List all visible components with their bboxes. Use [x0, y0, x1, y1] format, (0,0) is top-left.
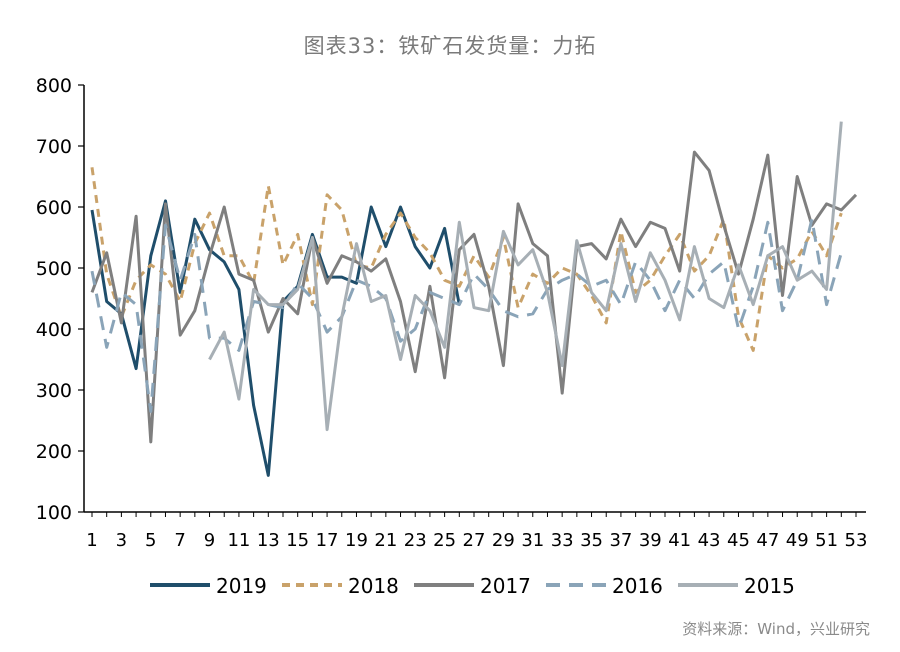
source-note: 资料来源：Wind，兴业研究: [682, 620, 870, 638]
series-line-2016: [90, 217, 843, 413]
x-tick-label: 41: [668, 530, 691, 551]
x-tick-label: 17: [316, 530, 339, 551]
legend-label-2019: 2019: [216, 574, 267, 598]
x-tick-label: 9: [204, 530, 215, 551]
x-tick-label: 33: [551, 530, 574, 551]
y-tick-label: 200: [36, 441, 72, 463]
x-tick-label: 23: [404, 530, 427, 551]
legend-label-2015: 2015: [744, 574, 795, 598]
series-line-2017: [90, 150, 858, 444]
x-tick-label: 19: [345, 530, 368, 551]
x-tick-label: 5: [145, 530, 156, 551]
chart-title: 图表33：铁矿石发货量：力拓: [303, 34, 597, 58]
x-tick-label: 51: [815, 530, 838, 551]
y-tick-label: 500: [36, 258, 72, 280]
x-tick-label: 53: [845, 530, 868, 551]
y-tick-label: 600: [36, 197, 72, 219]
x-tick-label: 35: [580, 530, 603, 551]
y-tick-label: 300: [36, 380, 72, 402]
x-tick-label: 21: [374, 530, 397, 551]
legend-label-2018: 2018: [348, 574, 399, 598]
x-tick-label: 27: [463, 530, 486, 551]
x-tick-label: 45: [727, 530, 750, 551]
x-tick-label: 1: [86, 530, 97, 551]
x-tick-label: 31: [521, 530, 544, 551]
y-tick-label: 800: [36, 75, 72, 97]
series-lines: [90, 121, 858, 477]
x-tick-label: 15: [286, 530, 309, 551]
series-line-2019: [90, 199, 461, 477]
x-tick-label: 47: [756, 530, 779, 551]
series-line-2015: [208, 121, 843, 432]
x-tick-label: 11: [227, 530, 250, 551]
x-tick-label: 7: [174, 530, 185, 551]
legend-label-2016: 2016: [612, 574, 663, 598]
x-tick-label: 29: [492, 530, 515, 551]
x-tick-label: 49: [786, 530, 809, 551]
y-tick-label: 100: [36, 502, 72, 524]
legend: 2019 2018 2017 2016 2015: [150, 574, 795, 598]
x-tick-label: 13: [257, 530, 280, 551]
y-tick-label: 400: [36, 319, 72, 341]
x-tick-label: 43: [698, 530, 721, 551]
y-tick-label: 700: [36, 136, 72, 158]
x-tick-label: 25: [433, 530, 456, 551]
x-tick-label: 3: [116, 530, 127, 551]
legend-label-2017: 2017: [480, 574, 531, 598]
x-tick-label: 39: [639, 530, 662, 551]
x-tick-label: 37: [609, 530, 632, 551]
